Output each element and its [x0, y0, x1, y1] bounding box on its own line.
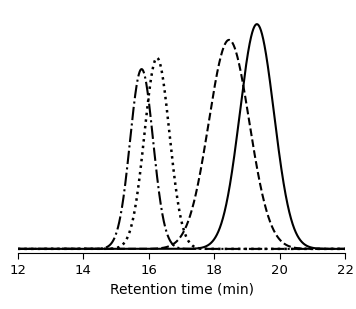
X-axis label: Retention time (min): Retention time (min)	[110, 282, 253, 296]
